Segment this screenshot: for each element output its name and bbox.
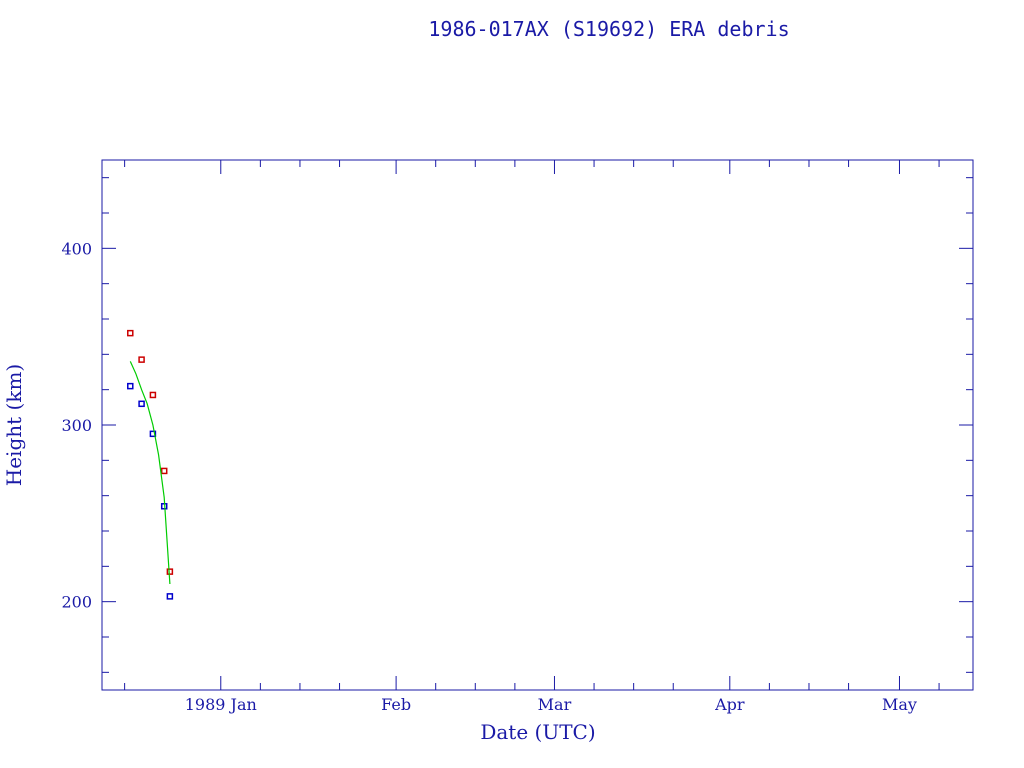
perigee-point: [166, 593, 174, 600]
y-tick-label: 400: [61, 239, 92, 258]
x-tick-label: Apr: [714, 695, 745, 714]
plot-frame: [101, 159, 974, 691]
y-axis-label: Height (km): [2, 364, 26, 486]
apogee-point: [149, 391, 157, 399]
fit-curve-line: [129, 361, 171, 585]
apogee-point: [166, 568, 174, 575]
x-tick-label: Mar: [538, 695, 572, 714]
perigee-point: [138, 400, 145, 408]
x-tick-label: 1989 Jan: [185, 695, 257, 714]
x-tick-label: Feb: [381, 695, 411, 714]
perigee-point: [127, 382, 134, 390]
apogee-point: [127, 329, 134, 337]
chart-title: 1986-017AX (S19692) ERA debris: [428, 17, 789, 41]
x-axis-label: Date (UTC): [480, 720, 595, 744]
y-tick-label: 300: [61, 416, 92, 435]
apogee-point: [160, 467, 168, 475]
apogee-point: [138, 356, 145, 363]
axis-ticks: [102, 160, 973, 690]
perigee-point: [149, 430, 157, 438]
axis-tick-labels: 200 300 400 1989 Jan Feb Mar Apr May: [61, 239, 917, 714]
data-series: [127, 329, 174, 600]
y-tick-label: 200: [61, 593, 92, 612]
x-tick-label: May: [882, 695, 917, 714]
